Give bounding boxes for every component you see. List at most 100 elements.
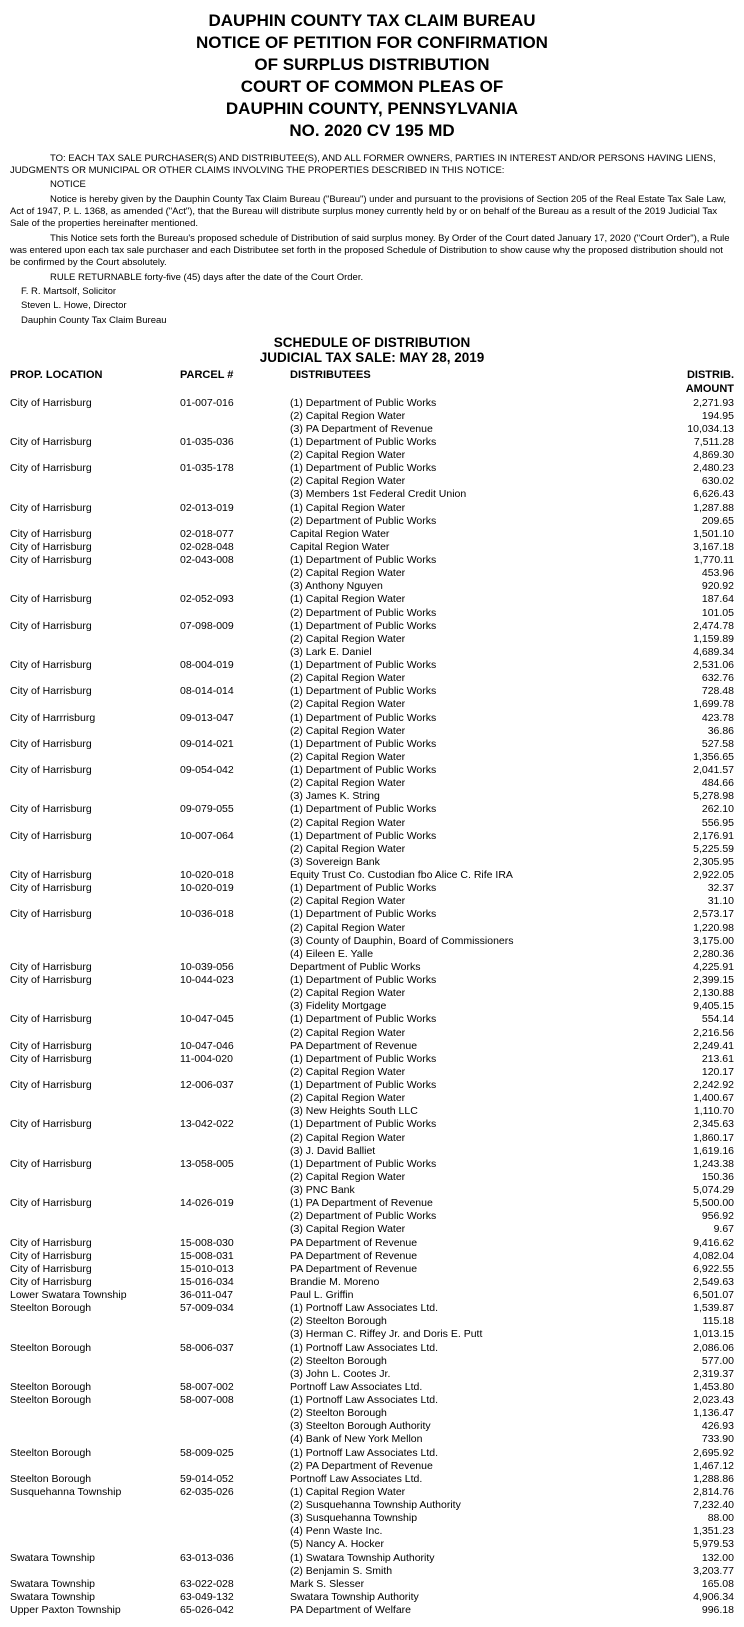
table-row: City of Harrisburg10-039-056Department o… [10,961,734,974]
distributee-name: (2) Capital Region Water [290,1066,656,1079]
distributee-amount: 132.00 [656,1552,734,1565]
distributee-name: (1) Department of Public Works [290,1013,656,1026]
distributee-line: (2) Capital Region Water630.02 [290,475,734,488]
cell-distributees: (1) Swatara Township Authority132.00(2) … [290,1552,734,1578]
table-row: City of Harrisburg09-079-055(1) Departme… [10,803,734,829]
table-row: City of Harrisburg13-042-022(1) Departme… [10,1118,734,1157]
cell-distributees: (1) Department of Public Works2,399.15(2… [290,974,734,1013]
cell-distributees: Mark S. Slesser165.08 [290,1578,734,1591]
distributee-amount: 7,232.40 [656,1499,734,1512]
distributee-name: Portnoff Law Associates Ltd. [290,1381,656,1394]
distributee-amount: 101.05 [656,607,734,620]
schedule-title: SCHEDULE OF DISTRIBUTION [10,335,734,350]
distributee-line: (1) Department of Public Works2,271.93 [290,397,734,410]
distributee-amount: 1,539.87 [656,1302,734,1315]
signatory-3: Dauphin County Tax Claim Bureau [10,315,734,327]
cell-distributees: Capital Region Water1,501.10 [290,528,734,541]
table-row: City of Harrisburg12-006-037(1) Departme… [10,1079,734,1118]
cell-parcel: 09-079-055 [180,803,290,829]
notice-to: TO: EACH TAX SALE PURCHASER(S) AND DISTR… [10,153,734,178]
distributee-amount: 733.90 [656,1433,734,1446]
distributee-name: Brandie M. Moreno [290,1276,656,1289]
cell-distributees: PA Department of Welfare996.18 [290,1604,734,1617]
distributee-name: (2) Capital Region Water [290,1027,656,1040]
distributee-line: (2) Capital Region Water31.10 [290,895,734,908]
distributee-name: (2) Capital Region Water [290,633,656,646]
distributee-amount: 1,013.15 [656,1328,734,1341]
distributee-name: (1) PA Department of Revenue [290,1197,656,1210]
distributee-name: (3) James K. String [290,790,656,803]
distributee-name: (3) Herman C. Riffey Jr. and Doris E. Pu… [290,1328,656,1341]
distributee-name: (2) Susquehanna Township Authority [290,1499,656,1512]
distributee-line: (3) PNC Bank5,074.29 [290,1184,734,1197]
distributee-name: (2) Capital Region Water [290,751,656,764]
distributee-amount: 1,110.70 [656,1105,734,1118]
cell-distributees: (1) Department of Public Works554.14(2) … [290,1013,734,1039]
distributee-line: (1) Department of Public Works213.61 [290,1053,734,1066]
distributee-line: PA Department of Welfare996.18 [290,1604,734,1617]
cell-parcel: 09-014-021 [180,738,290,764]
table-row: City of Harrisburg10-020-018Equity Trust… [10,869,734,882]
distributee-amount: 3,203.77 [656,1565,734,1578]
table-row: City of Harrisburg11-004-020(1) Departme… [10,1053,734,1079]
distributee-name: (2) Capital Region Water [290,922,656,935]
cell-parcel: 14-026-019 [180,1197,290,1236]
distributee-amount: 1,699.78 [656,698,734,711]
distributee-amount: 484.66 [656,777,734,790]
cell-parcel: 15-010-013 [180,1263,290,1276]
cell-parcel: 02-018-077 [180,528,290,541]
cell-distributees: (1) Department of Public Works2,271.93(2… [290,397,734,436]
cell-parcel: 11-004-020 [180,1053,290,1079]
table-row: Steelton Borough58-007-008(1) Portnoff L… [10,1394,734,1447]
cell-distributees: PA Department of Revenue6,922.55 [290,1263,734,1276]
distributee-line: Portnoff Law Associates Ltd.1,453.80 [290,1381,734,1394]
cell-location: Upper Paxton Township [10,1604,180,1617]
distributee-name: (5) Nancy A. Hocker [290,1538,656,1551]
distributee-name: (1) Department of Public Works [290,764,656,777]
distributee-line: (2) Capital Region Water1,860.17 [290,1132,734,1145]
distributee-amount: 6,626.43 [656,488,734,501]
distributee-name: (1) Portnoff Law Associates Ltd. [290,1342,656,1355]
cell-location: Steelton Borough [10,1473,180,1486]
distributee-name: (3) J. David Balliet [290,1145,656,1158]
distributee-name: (1) Portnoff Law Associates Ltd. [290,1447,656,1460]
table-row: City of Harrisburg09-014-021(1) Departme… [10,738,734,764]
notice-p4: This Notice sets forth the Bureau's prop… [10,233,734,270]
cell-location: City of Harrisburg [10,1118,180,1157]
cell-distributees: (1) Department of Public Works2,480.23(2… [290,462,734,501]
distributee-amount: 3,175.00 [656,935,734,948]
distributee-amount: 5,225.59 [656,843,734,856]
distributee-line: (1) Department of Public Works2,041.57 [290,764,734,777]
cell-parcel: 58-006-037 [180,1342,290,1381]
distributee-name: (1) Department of Public Works [290,1118,656,1131]
table-row: City of Harrisburg01-035-178(1) Departme… [10,462,734,501]
distributee-name: (3) County of Dauphin, Board of Commissi… [290,935,656,948]
cell-parcel: 13-042-022 [180,1118,290,1157]
distributee-line: (2) Capital Region Water150.36 [290,1171,734,1184]
distributee-line: Brandie M. Moreno2,549.63 [290,1276,734,1289]
notice-p5: RULE RETURNABLE forty-five (45) days aft… [10,272,734,284]
table-row: City of Harrisburg10-020-019(1) Departme… [10,882,734,908]
distributee-amount: 1,159.89 [656,633,734,646]
cell-location: Steelton Borough [10,1447,180,1473]
distributee-line: (2) Capital Region Water2,216.56 [290,1027,734,1040]
distributee-line: (1) Department of Public Works2,242.92 [290,1079,734,1092]
distributee-line: (1) Department of Public Works262.10 [290,803,734,816]
distributee-line: (2) Capital Region Water36.86 [290,725,734,738]
distributee-amount: 527.58 [656,738,734,751]
table-row: City of Harrisburg10-047-046PA Departmen… [10,1040,734,1053]
cell-distributees: (1) Department of Public Works213.61(2) … [290,1053,734,1079]
distributee-amount: 5,074.29 [656,1184,734,1197]
distributee-line: Paul L. Griffin6,501.07 [290,1289,734,1302]
distributee-name: (3) Sovereign Bank [290,856,656,869]
notice-p3: Notice is hereby given by the Dauphin Co… [10,194,734,231]
distributee-amount: 213.61 [656,1053,734,1066]
distributee-amount: 9,416.62 [656,1237,734,1250]
distributee-line: (3) New Heights South LLC1,110.70 [290,1105,734,1118]
distributee-name: (1) Department of Public Works [290,1079,656,1092]
cell-distributees: Portnoff Law Associates Ltd.1,453.80 [290,1381,734,1394]
distributee-name: (2) Steelton Borough [290,1407,656,1420]
distributee-amount: 115.18 [656,1315,734,1328]
distributee-line: PA Department of Revenue4,082.04 [290,1250,734,1263]
cell-location: City of Harrisburg [10,528,180,541]
